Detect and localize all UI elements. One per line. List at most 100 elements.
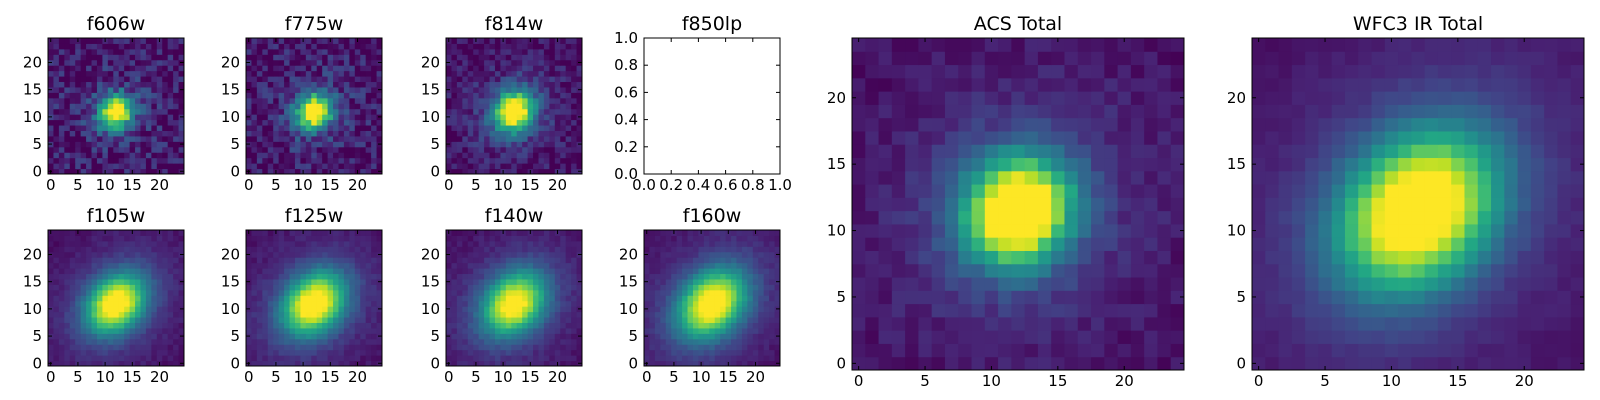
heatmap-cell — [365, 230, 372, 236]
heatmap-cell — [500, 322, 507, 329]
heatmap-cell — [687, 289, 694, 296]
heatmap-cell — [360, 76, 367, 83]
heatmap-cell — [736, 338, 743, 345]
heatmap-cell — [135, 240, 141, 247]
heatmap-cell — [327, 262, 334, 269]
y-tick-label: 15 — [421, 273, 440, 291]
heatmap-cell — [505, 135, 512, 142]
heatmap-cell — [473, 295, 480, 302]
heatmap-cell — [102, 54, 109, 61]
heatmap-cell — [86, 360, 93, 367]
heatmap-cell — [1157, 197, 1172, 212]
heatmap-cell — [527, 311, 534, 318]
heatmap-cell — [124, 146, 131, 153]
heatmap-cell — [533, 38, 539, 44]
heatmap-cell — [107, 360, 114, 367]
heatmap-cell — [714, 311, 721, 318]
heatmap-cell — [102, 125, 109, 131]
heatmap-cell — [709, 317, 716, 323]
heatmap-cell — [365, 125, 372, 131]
heatmap-cell — [511, 349, 518, 356]
heatmap-cell — [478, 70, 485, 77]
heatmap-cell — [511, 119, 518, 126]
heatmap-cell — [80, 119, 87, 126]
heatmap-cell — [305, 355, 312, 362]
heatmap-cell — [53, 230, 60, 236]
heatmap-cell — [918, 223, 933, 238]
heatmap-cell — [145, 81, 152, 88]
heatmap-cell — [300, 344, 307, 351]
heatmap-cell — [654, 235, 661, 242]
heatmap-cell — [467, 65, 474, 72]
heatmap-cell — [489, 59, 496, 66]
heatmap-cell — [644, 327, 650, 334]
y-tick-label: 10 — [221, 108, 240, 126]
heatmap-cell — [376, 289, 383, 296]
heatmap-cell — [140, 344, 147, 351]
heatmap-cell — [145, 157, 152, 164]
heatmap-cell — [69, 43, 76, 50]
heatmap-cell — [692, 257, 699, 264]
heatmap-cell — [162, 48, 169, 55]
heatmap-cell — [554, 48, 561, 55]
heatmap-cell — [494, 284, 501, 291]
heatmap-cell — [371, 355, 378, 362]
heatmap-cell — [462, 103, 469, 110]
heatmap-cell — [522, 76, 529, 83]
heatmap-cell — [505, 289, 512, 296]
heatmap-cell — [69, 59, 76, 66]
heatmap-cell — [124, 262, 131, 269]
heatmap-cell — [102, 135, 109, 142]
heatmap-cell — [644, 349, 650, 356]
heatmap-cell — [731, 300, 737, 307]
heatmap-cell — [53, 141, 60, 148]
heatmap-cell — [576, 48, 583, 55]
heatmap-cell — [129, 240, 136, 247]
heatmap-cell — [113, 257, 120, 264]
heatmap-cell — [736, 327, 743, 334]
heatmap-cell — [145, 317, 152, 323]
heatmap-cell — [1157, 223, 1172, 238]
heatmap-cell — [478, 135, 485, 142]
heatmap-cell — [173, 163, 180, 170]
heatmap-cell — [273, 317, 280, 323]
panel-title: f140w — [485, 205, 544, 227]
heatmap-cell — [446, 349, 452, 356]
heatmap-cell — [113, 163, 120, 170]
heatmap-cell — [703, 246, 710, 253]
heatmap-cell — [284, 163, 291, 170]
heatmap-cell — [75, 317, 82, 323]
heatmap-cell — [736, 273, 743, 280]
heatmap-cell — [741, 311, 748, 318]
heatmap-cell — [500, 333, 507, 340]
heatmap-cell — [446, 344, 452, 351]
heatmap-cell — [462, 235, 469, 242]
heatmap-cell — [91, 333, 98, 340]
heatmap-cell — [747, 333, 754, 340]
heatmap-cell — [167, 119, 174, 126]
heatmap-cell — [371, 103, 378, 110]
heatmap-cell — [262, 54, 269, 61]
heatmap-cell — [654, 251, 661, 258]
heatmap-cell — [752, 300, 759, 307]
heatmap-cell — [151, 360, 158, 367]
heatmap-cell — [343, 130, 350, 137]
heatmap-cell — [135, 262, 141, 269]
heatmap-cell — [262, 322, 269, 329]
heatmap-cell — [676, 295, 683, 302]
panel-title: f850lp — [682, 13, 742, 35]
heatmap-cell — [91, 355, 98, 362]
heatmap-cell — [278, 168, 285, 175]
heatmap-cell — [371, 43, 378, 50]
heatmap-cell — [140, 317, 147, 323]
heatmap-cell — [489, 48, 496, 55]
heatmap-cell — [162, 349, 169, 356]
heatmap-cell — [505, 86, 512, 93]
x-tick-label: 10 — [96, 368, 115, 386]
heatmap-cell — [48, 235, 54, 242]
heatmap-cell — [1091, 356, 1105, 371]
heatmap-cell — [311, 48, 318, 55]
heatmap-cell — [676, 327, 683, 334]
heatmap-cell — [289, 284, 296, 291]
heatmap-cell — [654, 257, 661, 264]
